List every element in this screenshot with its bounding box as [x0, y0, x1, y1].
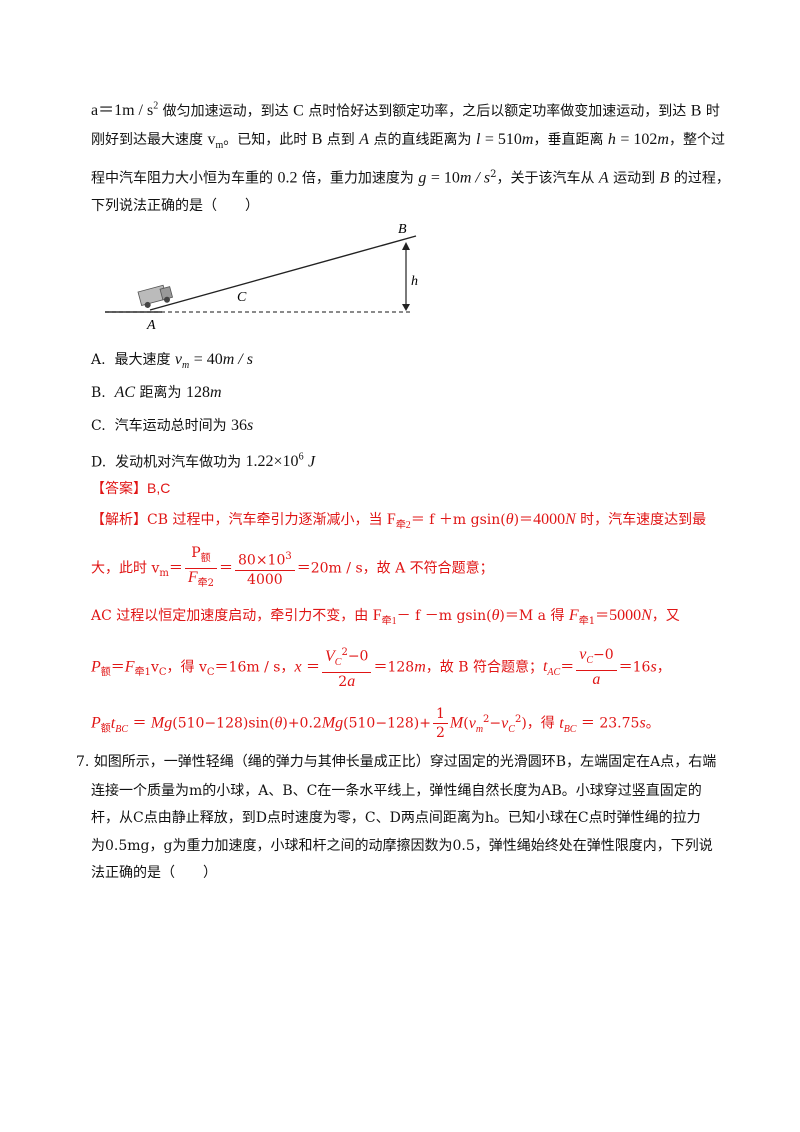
q7-line-1: 7. 如图所示，一弹性轻绳（绳的弹力与其伸长量成正比）穿过固定的光滑圆环B，左端…: [76, 754, 717, 770]
analysis-label: 【解析】: [91, 512, 147, 528]
q7-line-4: 为0.5mg，g为重力加速度，小球和杆之间的动摩擦因数为0.5，弹性绳始终处在弹…: [91, 838, 713, 854]
stem-line-1: a＝1m / s2 做匀加速运动，到达 C 点时恰好达到额定功率，之后以额定功率…: [91, 101, 720, 120]
analysis-line-3: AC 过程以恒定加速度启动，牵引力不变，由 F牵1－ f －m gsin(θ)＝…: [91, 607, 680, 628]
stem-line-4: 下列说法正确的是（ ）: [91, 198, 259, 214]
answer-value: B,C: [147, 480, 171, 496]
label-h: h: [411, 274, 418, 289]
answer-line: 【答案】B,C: [91, 478, 170, 499]
incline-line: [149, 235, 417, 311]
incline-figure: h B C A: [105, 222, 418, 333]
option-a: A. 最大速度 vm = 40m / s: [91, 351, 253, 372]
stem-line-3: 程中汽车阻力大小恒为车重的 0.2 倍，重力加速度为 g = 10m / s2，…: [91, 169, 730, 187]
option-c: C. 汽车运动总时间为 36s: [91, 417, 254, 434]
q7-line-5: 法正确的是（ ）: [91, 865, 217, 881]
analysis-line-4: P额＝F牵1vC，得 vC＝16m / s，x ＝ VC2−0 2a ＝128m，故 …: [91, 645, 671, 690]
analysis-line-2: 大，此时 vm＝ P额 F牵2 ＝ 80×103 4000 ＝20m / s，故 A 不符合…: [91, 545, 494, 589]
truck-icon: [137, 284, 174, 308]
label-B: B: [398, 222, 407, 237]
label-C: C: [237, 290, 247, 305]
q7-line-3: 杆，从C点由静止释放，到D点时速度为零，C、D两点间距离为h。已知小球在C点时弹…: [91, 810, 701, 826]
answer-label: 【答案】: [91, 481, 147, 497]
label-A: A: [146, 318, 156, 333]
q7-line-2: 连接一个质量为m的小球，A、B、C在一条水平线上，弹性绳自然长度为AB。小球穿过…: [91, 783, 702, 799]
option-d: D. 发动机对汽车做功为 1.22×106 J: [91, 452, 316, 471]
analysis-line-5: P额tBC ＝ Mg(510−128)sin(θ)+0.2Mg(510−128)…: [91, 706, 660, 742]
analysis-line-1: 【解析】CB 过程中，汽车牵引力逐渐减小，当 F牵2＝ f ＋m gsin(θ)…: [91, 511, 707, 532]
option-b: B. AC 距离为 128m: [91, 384, 222, 401]
stem-line-2: 刚好到达最大速度 vm。已知，此时 B 点到 A 点的直线距离为 l = 510…: [91, 131, 725, 152]
